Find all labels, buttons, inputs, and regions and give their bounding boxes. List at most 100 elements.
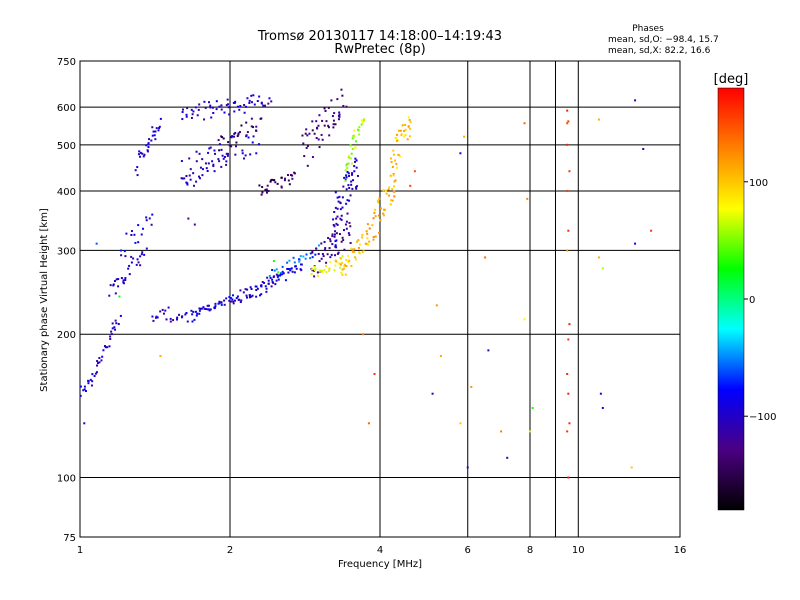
echo-point [366,232,369,235]
echo-point [119,249,122,252]
echo-point [185,181,188,184]
echo-point [317,252,320,255]
echo-point [344,178,347,181]
echo-point [354,256,357,259]
echo-point [347,232,350,235]
echo-point [248,294,251,297]
echo-point [351,172,354,175]
echo-point [332,218,335,221]
echo-point [333,235,336,238]
echo-point [321,119,324,122]
echo-point [340,240,343,243]
echo-point [368,240,371,243]
echo-point [151,126,154,129]
echo-point [245,134,248,137]
echo-point [220,108,223,111]
echo-point [343,248,346,251]
echo-point [337,251,340,254]
echo-point [395,137,398,140]
echo-point [241,149,244,152]
echo-point [152,319,155,322]
echo-point [390,160,393,163]
echo-point [204,162,207,165]
echo-point [320,257,323,260]
echo-point [264,285,267,288]
echo-point [89,378,92,381]
echo-point [459,422,462,425]
echo-point [186,107,189,110]
echo-point [366,237,369,240]
echo-point [393,159,396,162]
echo-point [398,129,401,132]
echo-point [235,297,238,300]
echo-point [240,124,243,127]
echo-point [356,128,359,131]
echo-point [265,188,268,191]
echo-point [252,126,255,129]
echo-point [279,273,282,276]
echo-point [484,256,487,259]
echo-point [566,109,569,112]
echo-point [192,184,195,187]
echo-point [339,257,342,260]
echo-point [313,269,316,272]
echo-point [500,430,503,433]
echo-point [345,176,348,179]
echo-point [367,243,370,246]
echo-point [260,102,263,105]
echo-point [145,216,148,219]
echo-point [275,268,278,271]
echo-point [318,270,321,273]
echo-point [209,104,212,107]
echo-point [391,165,394,168]
echo-point [251,141,254,144]
echo-point [435,304,438,307]
echo-point [127,267,130,270]
echo-point [242,291,245,294]
echo-point [630,466,633,469]
echo-point [96,364,99,367]
echo-point [336,223,339,226]
echo-point [251,294,254,297]
echo-point [361,120,364,123]
echo-point [348,174,351,177]
echo-point [279,272,282,275]
echo-point [328,134,331,137]
echo-point [336,196,339,199]
echo-point [96,360,99,363]
echo-point [228,113,231,116]
echo-point [567,338,570,341]
echo-point [345,220,348,223]
echo-point [335,222,338,225]
echo-point [155,127,158,130]
echo-point [93,375,96,378]
echo-point [331,243,334,246]
echo-point [358,133,361,136]
echo-point [239,301,242,304]
echo-point [204,106,207,109]
echo-point [379,207,382,210]
echo-point [300,269,303,272]
echo-point [338,111,341,114]
echo-point [295,267,298,270]
colorbar-tick-label: −100 [749,412,776,423]
echo-point [336,207,339,210]
echo-point [329,256,332,259]
echo-point [250,125,253,128]
echo-point [103,344,106,347]
echo-point [355,159,358,162]
echo-point [334,254,337,257]
echo-point [323,124,326,127]
echo-point [248,296,251,299]
x-tick-label: 8 [527,545,533,556]
echo-point [356,174,359,177]
echo-point [238,298,241,301]
echo-point [350,152,353,155]
echo-point [195,180,198,183]
echo-point [324,247,327,250]
echo-point [392,174,395,177]
echo-point [317,124,320,127]
echo-point [466,466,469,469]
echo-point [124,279,127,282]
echo-point [526,197,529,200]
